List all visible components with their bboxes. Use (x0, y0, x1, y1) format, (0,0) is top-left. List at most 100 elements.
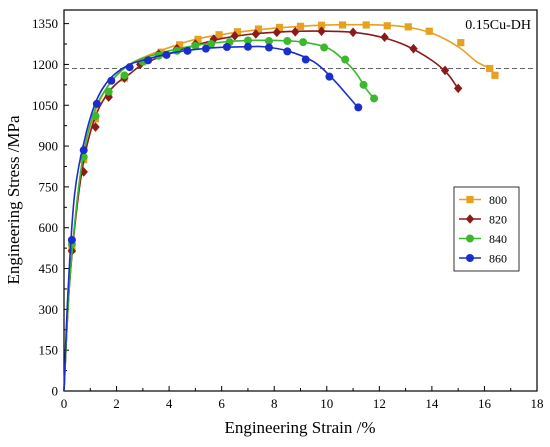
data-point-820 (251, 29, 261, 39)
legend-label-820: 820 (489, 212, 507, 226)
y-tick-label: 600 (39, 220, 59, 235)
annotation-label: 0.15Cu-DH (465, 18, 531, 33)
data-point-860 (92, 99, 101, 108)
data-point-860 (144, 56, 153, 65)
legend-entry-860: 860 (459, 251, 507, 265)
y-tick-label: 450 (39, 261, 59, 276)
data-point-840 (341, 55, 350, 64)
series-860 (63, 42, 363, 392)
data-point-800 (317, 21, 326, 29)
legend-entry-840: 840 (459, 232, 507, 246)
y-tick-label: 1050 (32, 98, 58, 113)
legend-marker-860 (466, 254, 474, 262)
data-point-840 (191, 41, 200, 50)
data-point-800 (404, 23, 412, 31)
data-point-820 (91, 122, 100, 132)
y-tick-label: 150 (39, 343, 59, 358)
data-point-800 (194, 35, 202, 43)
data-point-840 (243, 36, 252, 45)
x-tick-label: 16 (478, 396, 492, 411)
data-point-860 (264, 43, 273, 52)
legend-label-800: 800 (489, 193, 507, 207)
data-point-840 (359, 80, 368, 89)
data-point-840 (207, 40, 216, 49)
x-tick-label: 8 (271, 396, 278, 411)
data-point-840 (120, 71, 129, 80)
data-point-860 (183, 46, 192, 55)
x-tick-label: 4 (166, 396, 173, 411)
data-point-860 (67, 235, 76, 244)
y-tick-label: 0 (52, 384, 59, 399)
data-point-800 (425, 27, 433, 35)
data-point-820 (348, 27, 358, 38)
y-axis-title: Engineering Stress /MPa (4, 115, 23, 284)
axes: 0 2 4 6 8 10 12 14 16 18 0 150 300 450 600 750 900 1050 12… (32, 16, 544, 411)
legend-label-860: 860 (489, 251, 507, 265)
data-point-800 (362, 21, 370, 29)
x-tick-label: 12 (373, 396, 386, 411)
data-point-840 (91, 112, 100, 121)
legend: 800 820 840 860 (453, 186, 520, 272)
x-tick-label: 10 (320, 396, 333, 411)
data-point-840 (264, 37, 273, 46)
series-840 (63, 36, 379, 392)
data-point-800 (383, 22, 391, 30)
legend-label-840: 840 (489, 232, 507, 246)
data-point-800 (296, 22, 305, 30)
data-point-860 (222, 43, 231, 52)
x-tick-label: 14 (425, 396, 439, 411)
x-tick-label: 6 (218, 396, 225, 411)
y-tick-label: 750 (39, 179, 59, 194)
data-point-860 (243, 42, 252, 51)
x-tick-label: 18 (531, 396, 544, 411)
data-point-860 (354, 103, 363, 112)
data-point-840 (320, 43, 329, 52)
data-point-800 (215, 31, 223, 39)
data-point-860 (325, 72, 334, 81)
data-point-860 (79, 146, 88, 155)
data-point-800 (233, 28, 242, 36)
y-tick-label: 1350 (32, 16, 58, 31)
data-point-820 (272, 27, 282, 38)
data-point-840 (104, 87, 113, 96)
x-tick-label: 0 (61, 396, 68, 411)
y-tick-label: 900 (39, 139, 59, 154)
data-point-860 (301, 55, 310, 64)
data-point-860 (283, 47, 292, 56)
data-point-800 (254, 25, 263, 33)
data-point-820 (209, 34, 218, 44)
data-point-820 (317, 26, 326, 37)
y-tick-label: 1200 (32, 57, 58, 72)
data-point-840 (283, 37, 292, 46)
legend-marker-800 (466, 195, 474, 204)
data-point-820 (291, 26, 300, 37)
data-point-800 (486, 64, 494, 73)
x-axis-title: Engineering Strain /% (224, 418, 375, 437)
data-point-860 (125, 63, 134, 72)
legend-box (453, 186, 520, 272)
legend-marker-820 (465, 214, 475, 224)
data-point-800 (457, 39, 465, 47)
legend-entry-820: 820 (459, 212, 507, 226)
data-point-860 (162, 50, 171, 59)
data-point-820 (453, 83, 463, 94)
data-point-800 (338, 21, 347, 29)
legend-entry-800: 800 (459, 193, 507, 207)
data-point-860 (107, 76, 116, 85)
data-point-860 (201, 44, 210, 53)
series-group (63, 21, 499, 392)
legend-marker-840 (466, 234, 474, 243)
y-tick-label: 300 (39, 302, 59, 317)
x-tick-label: 2 (113, 396, 120, 411)
data-point-820 (440, 65, 450, 76)
data-point-800 (176, 41, 184, 49)
data-point-840 (299, 38, 308, 47)
data-point-840 (370, 94, 379, 103)
data-point-820 (380, 32, 389, 43)
data-point-820 (79, 167, 88, 177)
data-point-800 (275, 23, 284, 32)
data-point-820 (409, 43, 418, 54)
data-point-800 (491, 71, 499, 79)
data-point-820 (230, 31, 240, 41)
